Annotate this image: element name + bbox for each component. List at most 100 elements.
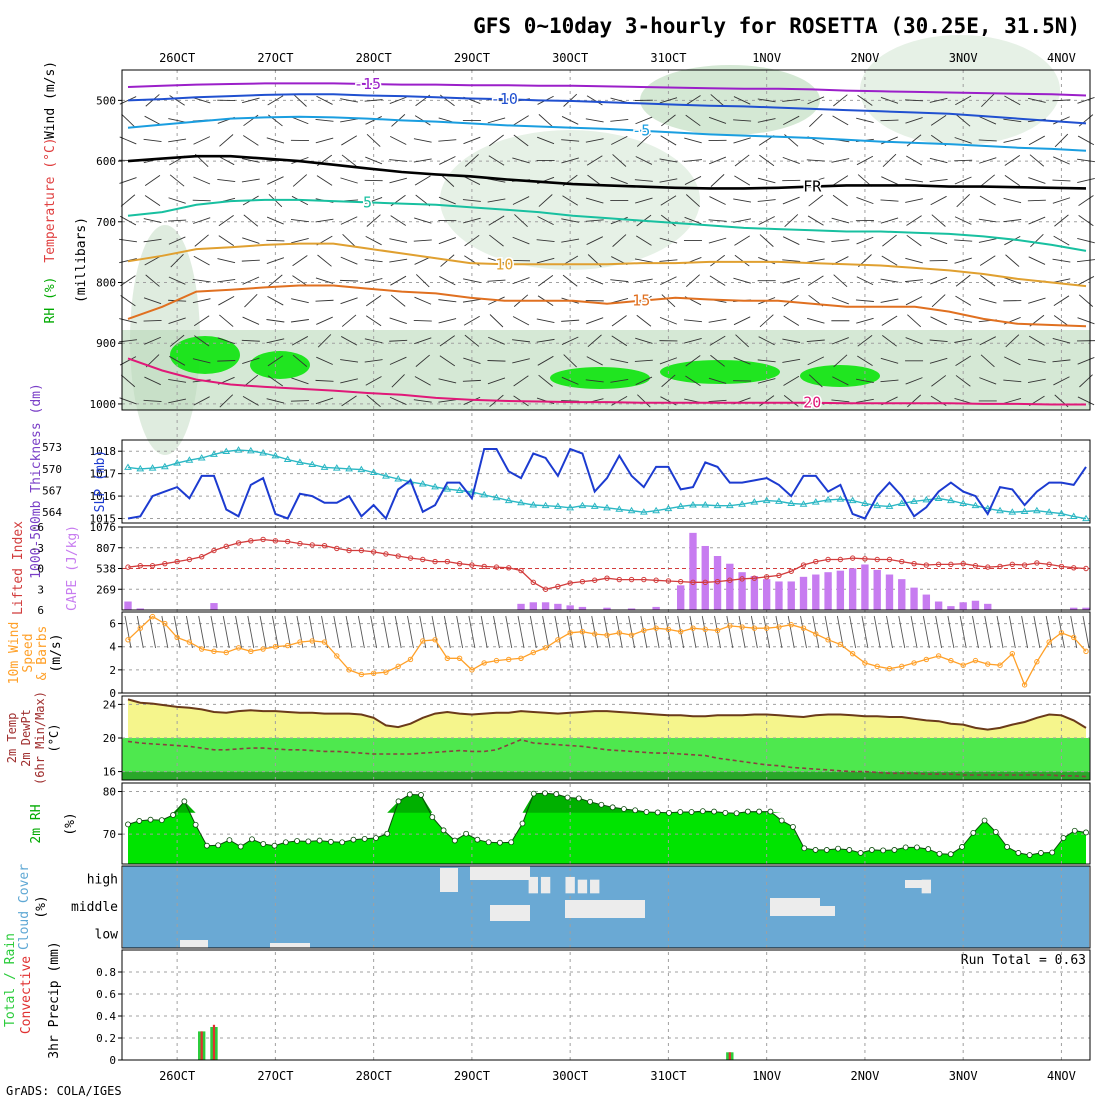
wind-speed-point <box>358 671 365 678</box>
rh-point <box>914 844 920 851</box>
wind-barb <box>1052 338 1071 344</box>
wind-barb <box>611 135 628 145</box>
wind-barb <box>219 394 234 408</box>
wind-barb <box>389 96 407 105</box>
wind-barb <box>340 177 358 184</box>
isotherm-line-10 <box>127 242 1087 288</box>
wind-barb <box>611 335 628 347</box>
wind-barb <box>1004 95 1021 106</box>
thickness-point <box>124 463 132 470</box>
wind-barb <box>979 116 997 125</box>
rh-point <box>226 837 233 844</box>
rh-point <box>778 817 785 824</box>
lifted-index-point <box>542 586 549 592</box>
rh-point <box>147 816 154 823</box>
wind-barb <box>218 215 234 227</box>
wind-barb <box>930 316 947 326</box>
wind-speed-point <box>125 637 131 643</box>
surface-wind-barb <box>394 615 402 649</box>
wind-barb <box>389 339 408 342</box>
lifted-index-point <box>235 540 242 546</box>
surface-wind-barb <box>124 615 132 649</box>
wind-speed-point <box>825 637 831 643</box>
wind-barb <box>733 137 751 144</box>
lifted-index-point <box>456 560 463 567</box>
lifted-index-point <box>788 568 794 574</box>
wind-barb <box>637 394 651 408</box>
wind-barb <box>1028 297 1046 304</box>
wind-barb <box>636 314 652 327</box>
cape-bar <box>603 607 611 610</box>
rh-point <box>553 791 560 797</box>
thickness-point <box>369 468 378 475</box>
wind-barb <box>831 158 850 163</box>
wind-barb <box>291 377 309 385</box>
wind-speed-point <box>960 662 966 668</box>
wind-barb <box>488 336 505 345</box>
lifted-index-point <box>198 554 205 560</box>
wind-barb <box>1053 315 1069 327</box>
cape-bar <box>517 603 525 610</box>
wind-speed-point <box>948 657 954 664</box>
wind-barb <box>733 357 751 365</box>
lifted-index-point <box>432 558 438 565</box>
precip-tick-label: 0.6 <box>96 988 116 1001</box>
wind-barb <box>488 215 505 226</box>
wind-barb <box>463 217 481 224</box>
surface-wind-barb <box>173 615 181 649</box>
wind-barb <box>292 174 308 187</box>
lifted-index-point <box>211 547 217 554</box>
temperature-tick-label: 20 <box>103 732 116 745</box>
wind-barb <box>193 315 210 327</box>
wind-speed-point <box>469 667 475 673</box>
wind-barb <box>610 119 629 122</box>
wind-barb <box>537 216 554 226</box>
lifted-index-tick-label: 0 <box>37 563 44 576</box>
rh-high-shading <box>170 336 240 374</box>
wind-barb <box>169 174 185 187</box>
rh-point <box>497 839 503 846</box>
precip-axis-label: 3hr Precip (mm) <box>47 941 62 1058</box>
cape-bar <box>787 581 795 610</box>
thickness-point <box>959 499 968 507</box>
wind-barb <box>1052 258 1071 263</box>
wind-barb <box>634 359 653 362</box>
wind-barb <box>1028 216 1046 225</box>
surface-wind-barb <box>849 615 857 649</box>
wind-barb <box>143 319 162 322</box>
wind-barb <box>366 394 381 408</box>
surface-wind-barb <box>910 615 918 649</box>
wind-barb <box>980 174 996 187</box>
wind-barb <box>487 377 506 385</box>
pressure-tick-label: 500 <box>96 94 116 107</box>
lifted-index-point <box>469 562 475 568</box>
surface-wind-barb <box>947 615 955 649</box>
rh-point <box>429 814 436 821</box>
wind-barb <box>364 359 383 363</box>
pressure-tick-label: 1000 <box>90 398 117 411</box>
wind-barb <box>341 314 357 327</box>
wind-barb <box>243 114 259 127</box>
wind-barb <box>315 397 334 405</box>
wind-barb <box>929 357 948 364</box>
cloud-level-label: high <box>87 873 118 888</box>
wind-barb <box>733 119 752 122</box>
temperature-panel-axis-label: 2m Temp <box>5 713 19 764</box>
wind-barb <box>489 234 504 247</box>
thickness-point <box>676 502 685 509</box>
thickness-point <box>750 498 759 505</box>
lifted-index-point <box>641 576 647 583</box>
wind-barb <box>710 174 725 187</box>
wind-barb <box>489 314 504 328</box>
wind-barb <box>463 278 481 283</box>
cloud-high-bar <box>528 876 538 894</box>
surface-wind-barb <box>136 615 144 649</box>
wind-barb <box>610 358 629 364</box>
thickness-point <box>664 504 673 512</box>
lifted-index-point <box>628 576 635 583</box>
bottom-date-label: 27OCT <box>257 1069 293 1083</box>
wind-barb <box>144 174 161 187</box>
wind-barb <box>832 376 849 386</box>
surface-wind-barb <box>615 615 623 649</box>
wind-speed-point <box>837 641 844 648</box>
